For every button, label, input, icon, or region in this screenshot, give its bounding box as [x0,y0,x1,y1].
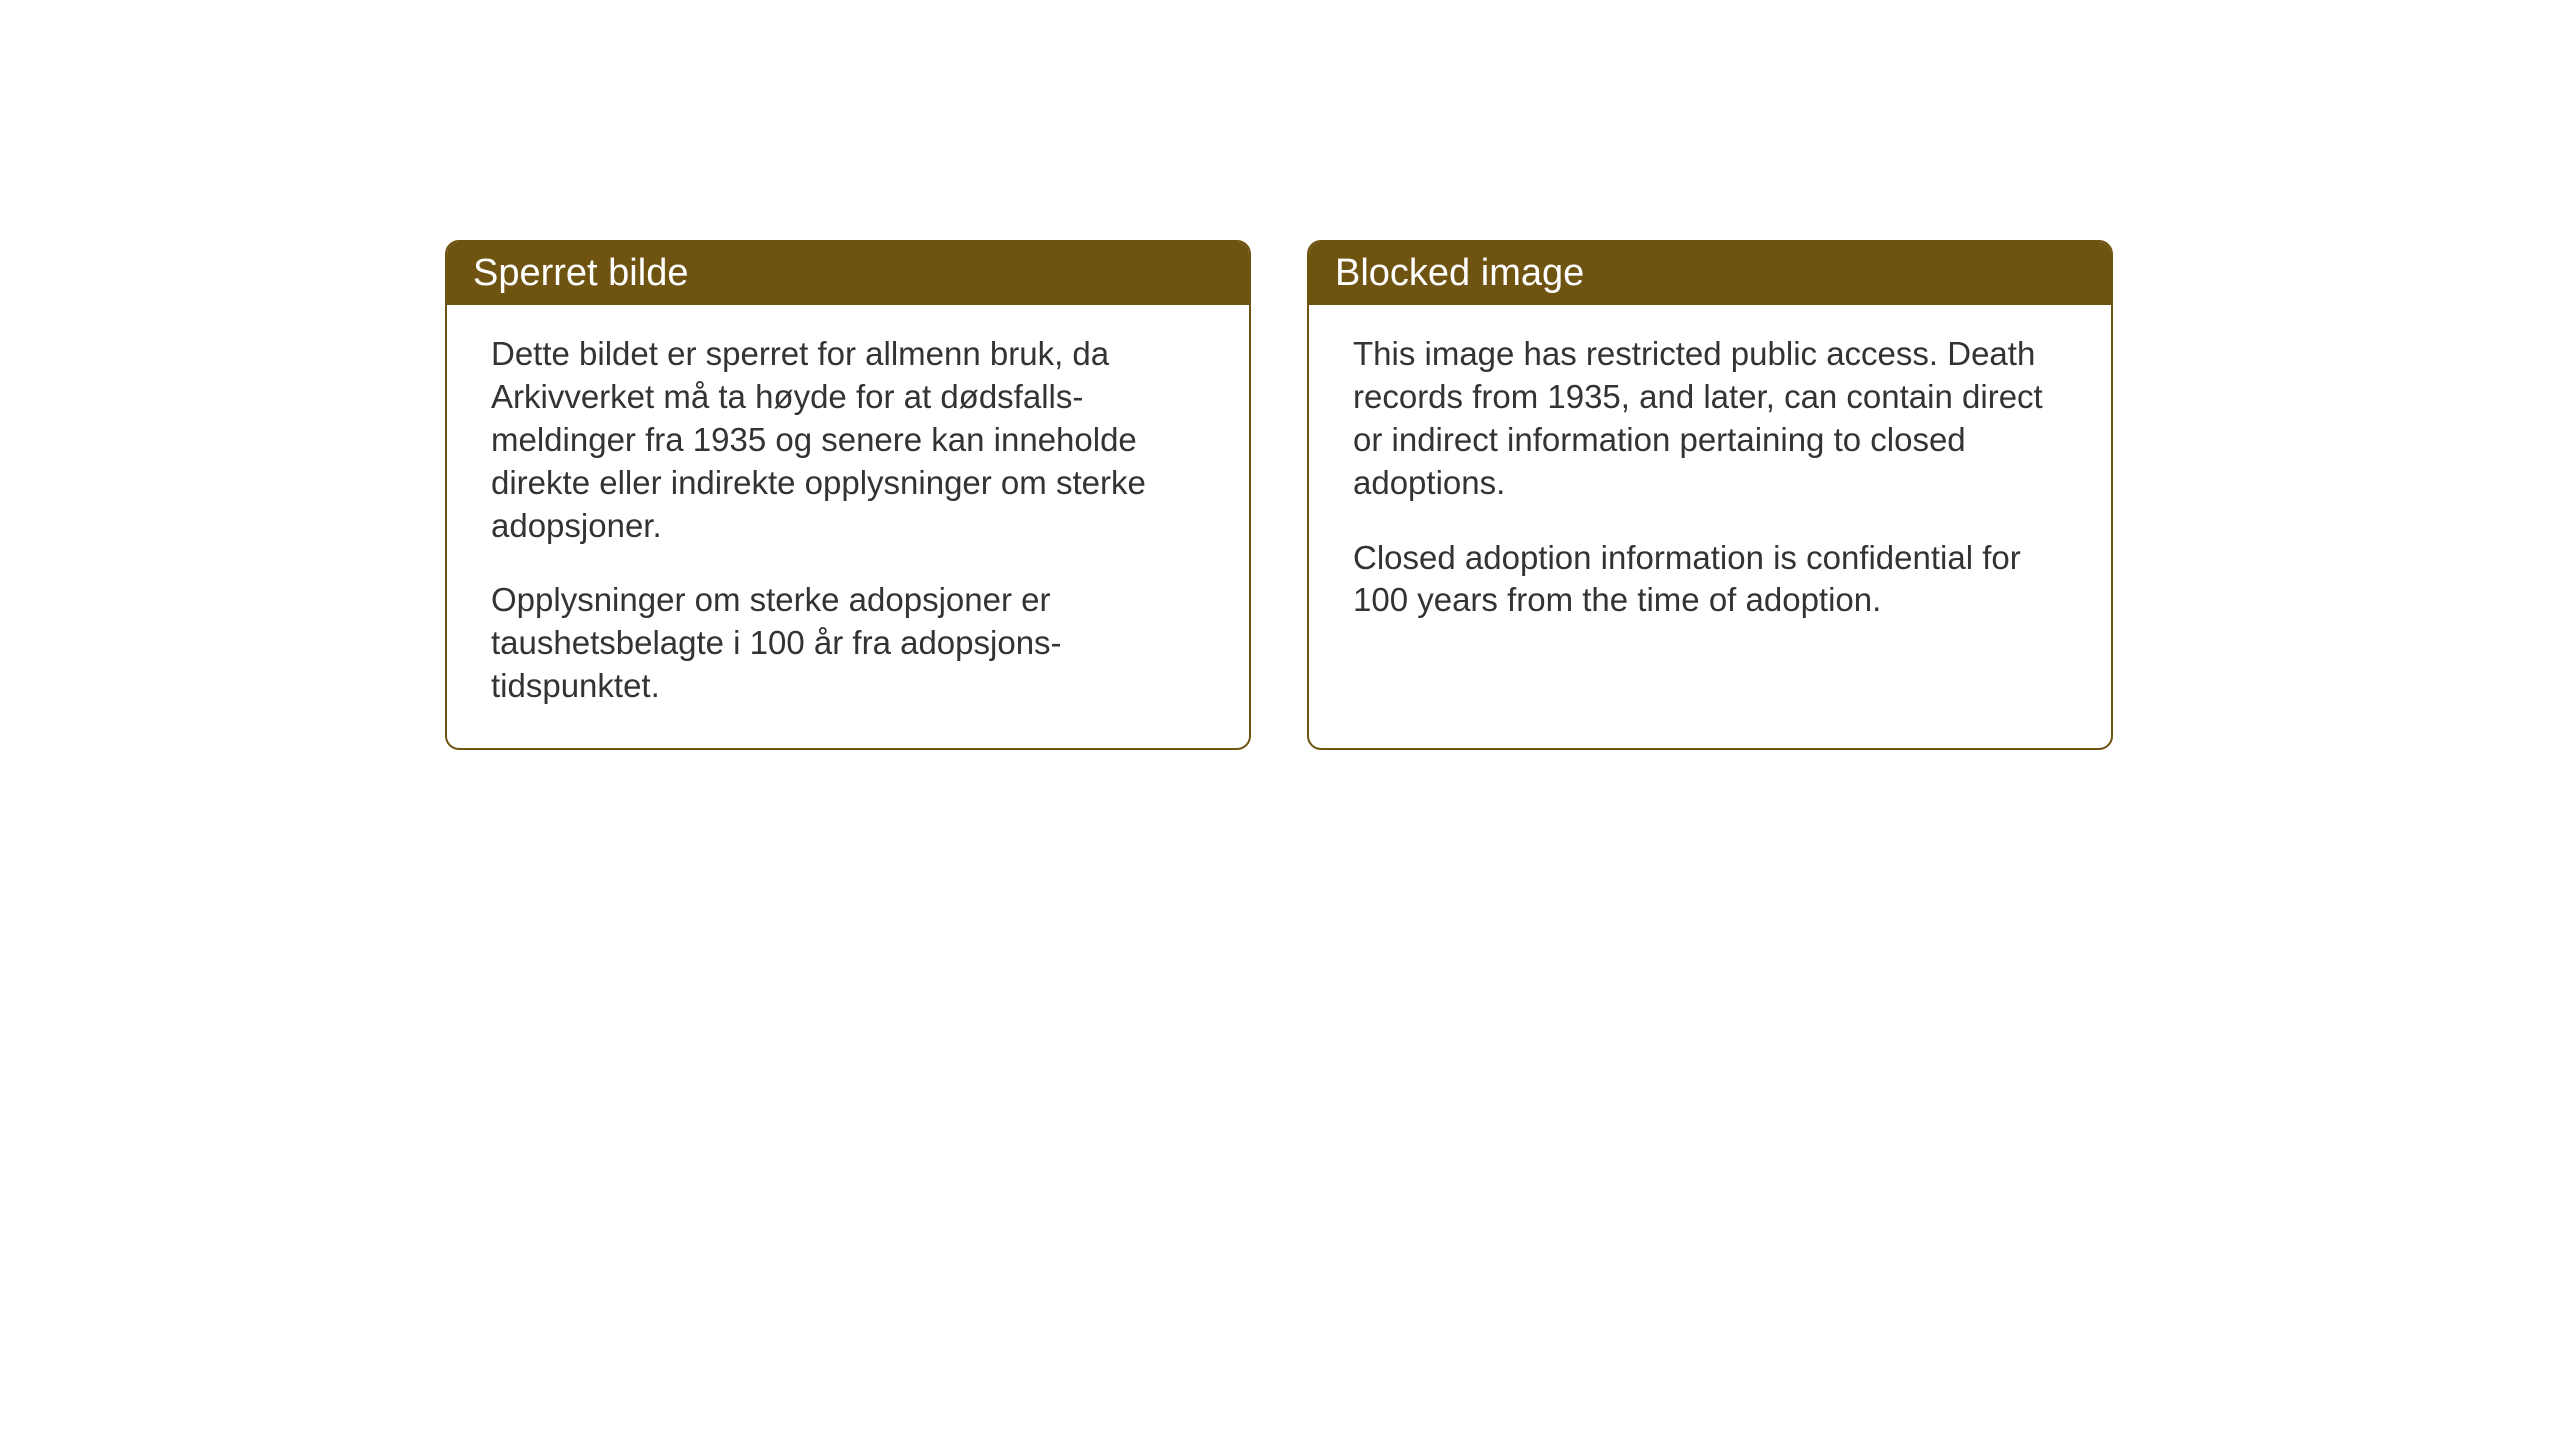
notice-paragraph-2: Closed adoption information is confident… [1353,537,2067,623]
notice-box-norwegian: Sperret bilde Dette bildet er sperret fo… [445,240,1251,750]
notice-container: Sperret bilde Dette bildet er sperret fo… [445,240,2113,750]
notice-paragraph-1: This image has restricted public access.… [1353,333,2067,505]
notice-paragraph-2: Opplysninger om sterke adopsjoner er tau… [491,579,1205,708]
notice-paragraph-1: Dette bildet er sperret for allmenn bruk… [491,333,1205,547]
notice-body-english: This image has restricted public access.… [1309,305,2111,658]
notice-header-norwegian: Sperret bilde [447,242,1249,305]
notice-body-norwegian: Dette bildet er sperret for allmenn bruk… [447,305,1249,744]
notice-header-english: Blocked image [1309,242,2111,305]
notice-box-english: Blocked image This image has restricted … [1307,240,2113,750]
